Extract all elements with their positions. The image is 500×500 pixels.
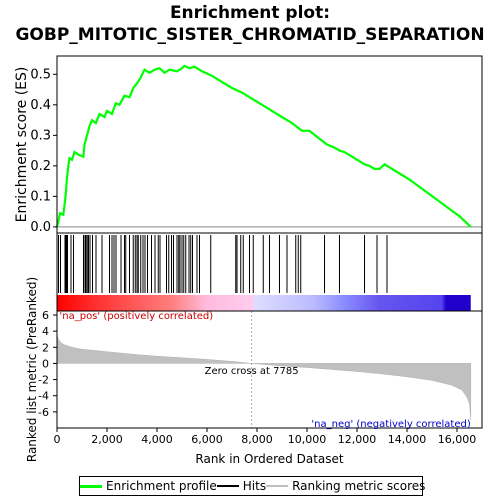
enrichment-profile-line <box>55 64 472 228</box>
es-ytick-label-4: 0.4 <box>30 98 51 113</box>
es-ytick-label-5: 0.5 <box>30 67 51 82</box>
legend-label-hits: Hits <box>242 479 267 493</box>
rank-colorbar <box>57 295 471 311</box>
zero-cross-label: Zero cross at 7785 <box>205 366 299 377</box>
legend-item-enrichment: Enrichment profile <box>80 479 217 493</box>
chart-title: Enrichment plot: <box>169 3 331 23</box>
es-ytick-label-1: 0.1 <box>30 189 51 204</box>
xtick-label-1: 2,000 <box>91 433 123 446</box>
pos-label: 'na_pos' (positively correlated) <box>60 311 214 322</box>
metric-panel-frame <box>56 310 483 429</box>
metric-y-axis-label: Ranked list metric (PreRanked) <box>25 277 39 462</box>
es-y-axis-label: Enrichment score (ES) <box>14 67 30 223</box>
xtick-label-2: 4,000 <box>141 433 173 446</box>
metric-ytick-label-2: -2 <box>38 374 49 387</box>
xtick-label-8: 16,000 <box>438 433 477 446</box>
chart-subtitle: GOBP_MITOTIC_SISTER_CHROMATID_SEPARATION <box>15 25 485 45</box>
x-axis-label: Rank in Ordered Dataset <box>195 452 343 466</box>
chart-title-block: Enrichment plot: GOBP_MITOTIC_SISTER_CHR… <box>0 2 500 46</box>
neg-label: 'na_neg' (negatively correlated) <box>311 419 470 430</box>
legend-label-ranking: Ranking metric scores <box>292 479 426 493</box>
es-panel-bg <box>57 56 482 233</box>
legend-swatch-hits <box>216 485 239 487</box>
xtick-label-5: 10,000 <box>288 433 327 446</box>
xtick-label-7: 14,000 <box>388 433 427 446</box>
legend-swatch-ranking <box>266 485 289 487</box>
es-ytick-label-2: 0.2 <box>30 159 51 174</box>
xtick-label-6: 12,000 <box>338 433 377 446</box>
metric-ytick-label-1: -4 <box>38 390 49 403</box>
legend-swatch-enrichment <box>80 484 102 488</box>
xtick-label-0: 0 <box>54 433 61 446</box>
chart-legend: Enrichment profile Hits Ranking metric s… <box>79 476 425 496</box>
ranking-metric-area <box>56 334 472 420</box>
xtick-label-4: 8,000 <box>241 433 273 446</box>
es-ytick-label-0: 0.0 <box>30 220 51 235</box>
metric-ytick-label-6: 6 <box>42 309 49 322</box>
legend-item-ranking: Ranking metric scores <box>266 479 425 493</box>
xtick-label-3: 6,000 <box>191 433 223 446</box>
legend-label-enrichment: Enrichment profile <box>106 479 217 493</box>
metric-ytick-label-0: -6 <box>38 406 49 419</box>
metric-ytick-label-3: 0 <box>42 357 49 370</box>
metric-ytick-label-4: 2 <box>42 341 49 354</box>
legend-item-hits: Hits <box>216 479 267 493</box>
metric-ytick-label-5: 4 <box>42 325 49 338</box>
es-ytick-label-3: 0.3 <box>30 128 51 143</box>
